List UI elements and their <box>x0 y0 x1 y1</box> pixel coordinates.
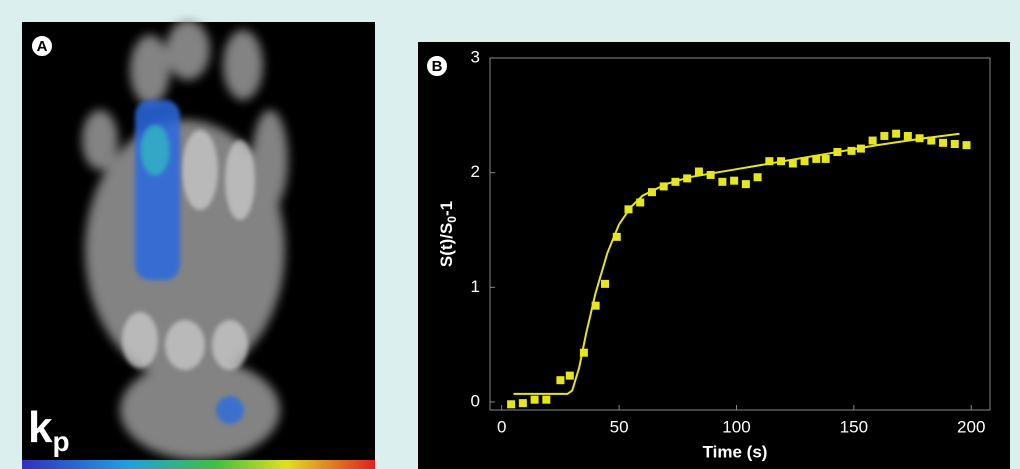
data-point <box>903 131 912 140</box>
data-point <box>812 154 821 163</box>
data-point <box>868 136 877 145</box>
data-point <box>821 154 830 163</box>
x-tick-label: 150 <box>840 417 868 436</box>
data-point <box>927 136 936 145</box>
data-point <box>565 371 574 380</box>
data-point <box>647 188 656 197</box>
data-point <box>718 177 727 186</box>
data-point <box>507 400 516 409</box>
y-tick-label: 2 <box>471 162 480 181</box>
data-point <box>962 141 971 150</box>
data-point <box>880 131 889 140</box>
data-point <box>706 170 715 179</box>
panel-label: A <box>37 38 48 55</box>
data-point <box>579 348 588 357</box>
x-tick-label: 0 <box>497 417 506 436</box>
data-point <box>741 180 750 189</box>
data-point <box>542 395 551 404</box>
data-point <box>753 173 762 182</box>
data-point <box>730 176 739 185</box>
mri-image <box>22 20 375 469</box>
data-point <box>591 301 600 310</box>
data-point <box>847 146 856 155</box>
panel-badge <box>425 54 449 78</box>
data-point <box>612 232 621 241</box>
y-label-main: S(t)/S <box>437 223 456 267</box>
x-axis-label: Time (s) <box>703 442 768 461</box>
y-label-end: -1 <box>437 201 456 216</box>
data-point <box>659 182 668 191</box>
x-tick-label: 50 <box>610 417 629 436</box>
chart-panel <box>418 42 1010 469</box>
data-point <box>800 157 809 166</box>
x-tick-label: 200 <box>957 417 985 436</box>
overlay-sub: p <box>52 426 69 457</box>
y-tick-label: 1 <box>471 277 480 296</box>
data-point <box>892 129 901 138</box>
overlay-main: k <box>28 403 53 452</box>
panel-label: B <box>432 58 443 75</box>
data-point <box>939 138 948 147</box>
data-point <box>530 395 539 404</box>
y-label-sub: 0 <box>445 216 459 223</box>
data-point <box>556 376 565 385</box>
y-tick-label: 0 <box>471 391 480 410</box>
data-point <box>601 279 610 288</box>
data-point <box>950 139 959 148</box>
data-point <box>694 167 703 176</box>
data-point <box>788 159 797 168</box>
plot-frame <box>489 57 991 411</box>
panel-badge <box>30 34 54 58</box>
y-axis-label: S(t)/S0-1 <box>437 201 459 267</box>
x-tick-label: 100 <box>722 417 750 436</box>
data-point <box>636 198 645 207</box>
data-point <box>765 157 774 166</box>
y-tick-label: 3 <box>471 47 480 66</box>
fit-line <box>513 132 960 395</box>
data-point <box>518 399 527 408</box>
overlay-label: kp <box>28 403 70 458</box>
